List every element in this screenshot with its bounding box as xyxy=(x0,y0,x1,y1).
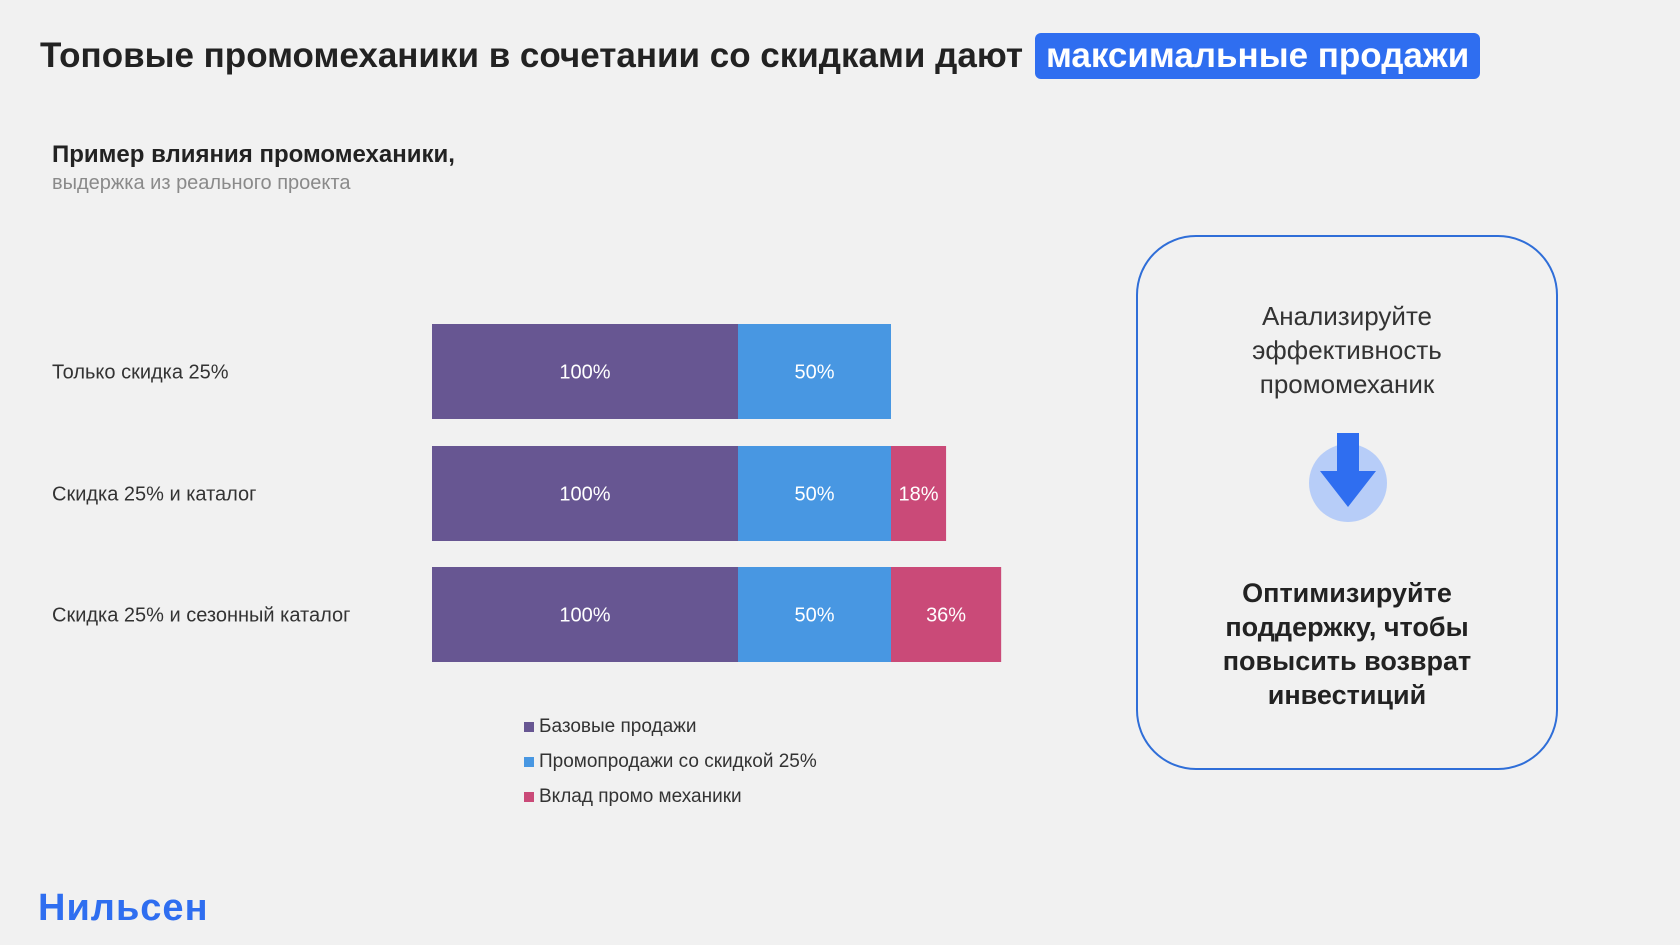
legend-label: Вклад промо механики xyxy=(539,785,742,807)
stacked-bar-chart: Только скидка 25% 100% 50% Скидка 25% и кат… xyxy=(52,324,1002,662)
chart-legend: Базовые продажи Промопродажи со скидкой 2… xyxy=(524,709,817,814)
card-analyze-text: Анализируйте эффективность промомеханик xyxy=(1252,301,1442,399)
bar-segment xyxy=(432,446,738,541)
legend-item: Вклад промо механики xyxy=(524,779,817,814)
nielsen-logo: Нильсен xyxy=(38,887,209,929)
category-label: Только скидка 25% xyxy=(52,362,229,384)
chart-subtitle: выдержка из реального проекта xyxy=(52,172,351,194)
data-label: 50% xyxy=(794,605,834,627)
data-label: 50% xyxy=(794,362,834,384)
legend-label: Базовые продажи xyxy=(539,715,697,737)
data-label: 100% xyxy=(559,605,610,627)
headline-text: Топовые промомеханики в сочетании со ски… xyxy=(40,36,1023,75)
bar-segment xyxy=(738,446,891,541)
bar-segment xyxy=(738,324,891,419)
card-optimize-text: Оптимизируйте поддержку, чтобы повысить … xyxy=(1222,578,1472,710)
headline-highlight: максимальные продажи xyxy=(1034,33,1481,79)
legend-swatch xyxy=(524,791,534,802)
bar-segment xyxy=(432,324,738,419)
bar-segment xyxy=(891,567,1002,662)
legend-label: Промопродажи со скидкой 25% xyxy=(539,750,817,772)
bar-segment xyxy=(891,446,947,541)
data-label: 36% xyxy=(926,605,966,627)
category-label: Скидка 25% и сезонный каталог xyxy=(52,605,350,627)
legend-swatch xyxy=(524,756,534,767)
arrow-down-icon xyxy=(1309,433,1387,522)
data-label: 100% xyxy=(559,484,610,506)
category-label: Скидка 25% и каталог xyxy=(52,484,256,506)
data-label: 18% xyxy=(899,484,939,506)
data-label: 100% xyxy=(559,362,610,384)
data-label: 50% xyxy=(794,484,834,506)
legend-swatch xyxy=(524,721,534,732)
bar-segment xyxy=(432,567,738,662)
page-headline: Топовые промомеханики в сочетании со ски… xyxy=(40,33,1481,79)
bar-segment xyxy=(738,567,891,662)
chart-title: Пример влияния промомеханики, xyxy=(52,141,455,168)
insight-card: Анализируйте эффективность промомеханик … xyxy=(1136,235,1558,770)
legend-item: Промопродажи со скидкой 25% xyxy=(524,744,817,779)
legend-item: Базовые продажи xyxy=(524,709,817,744)
